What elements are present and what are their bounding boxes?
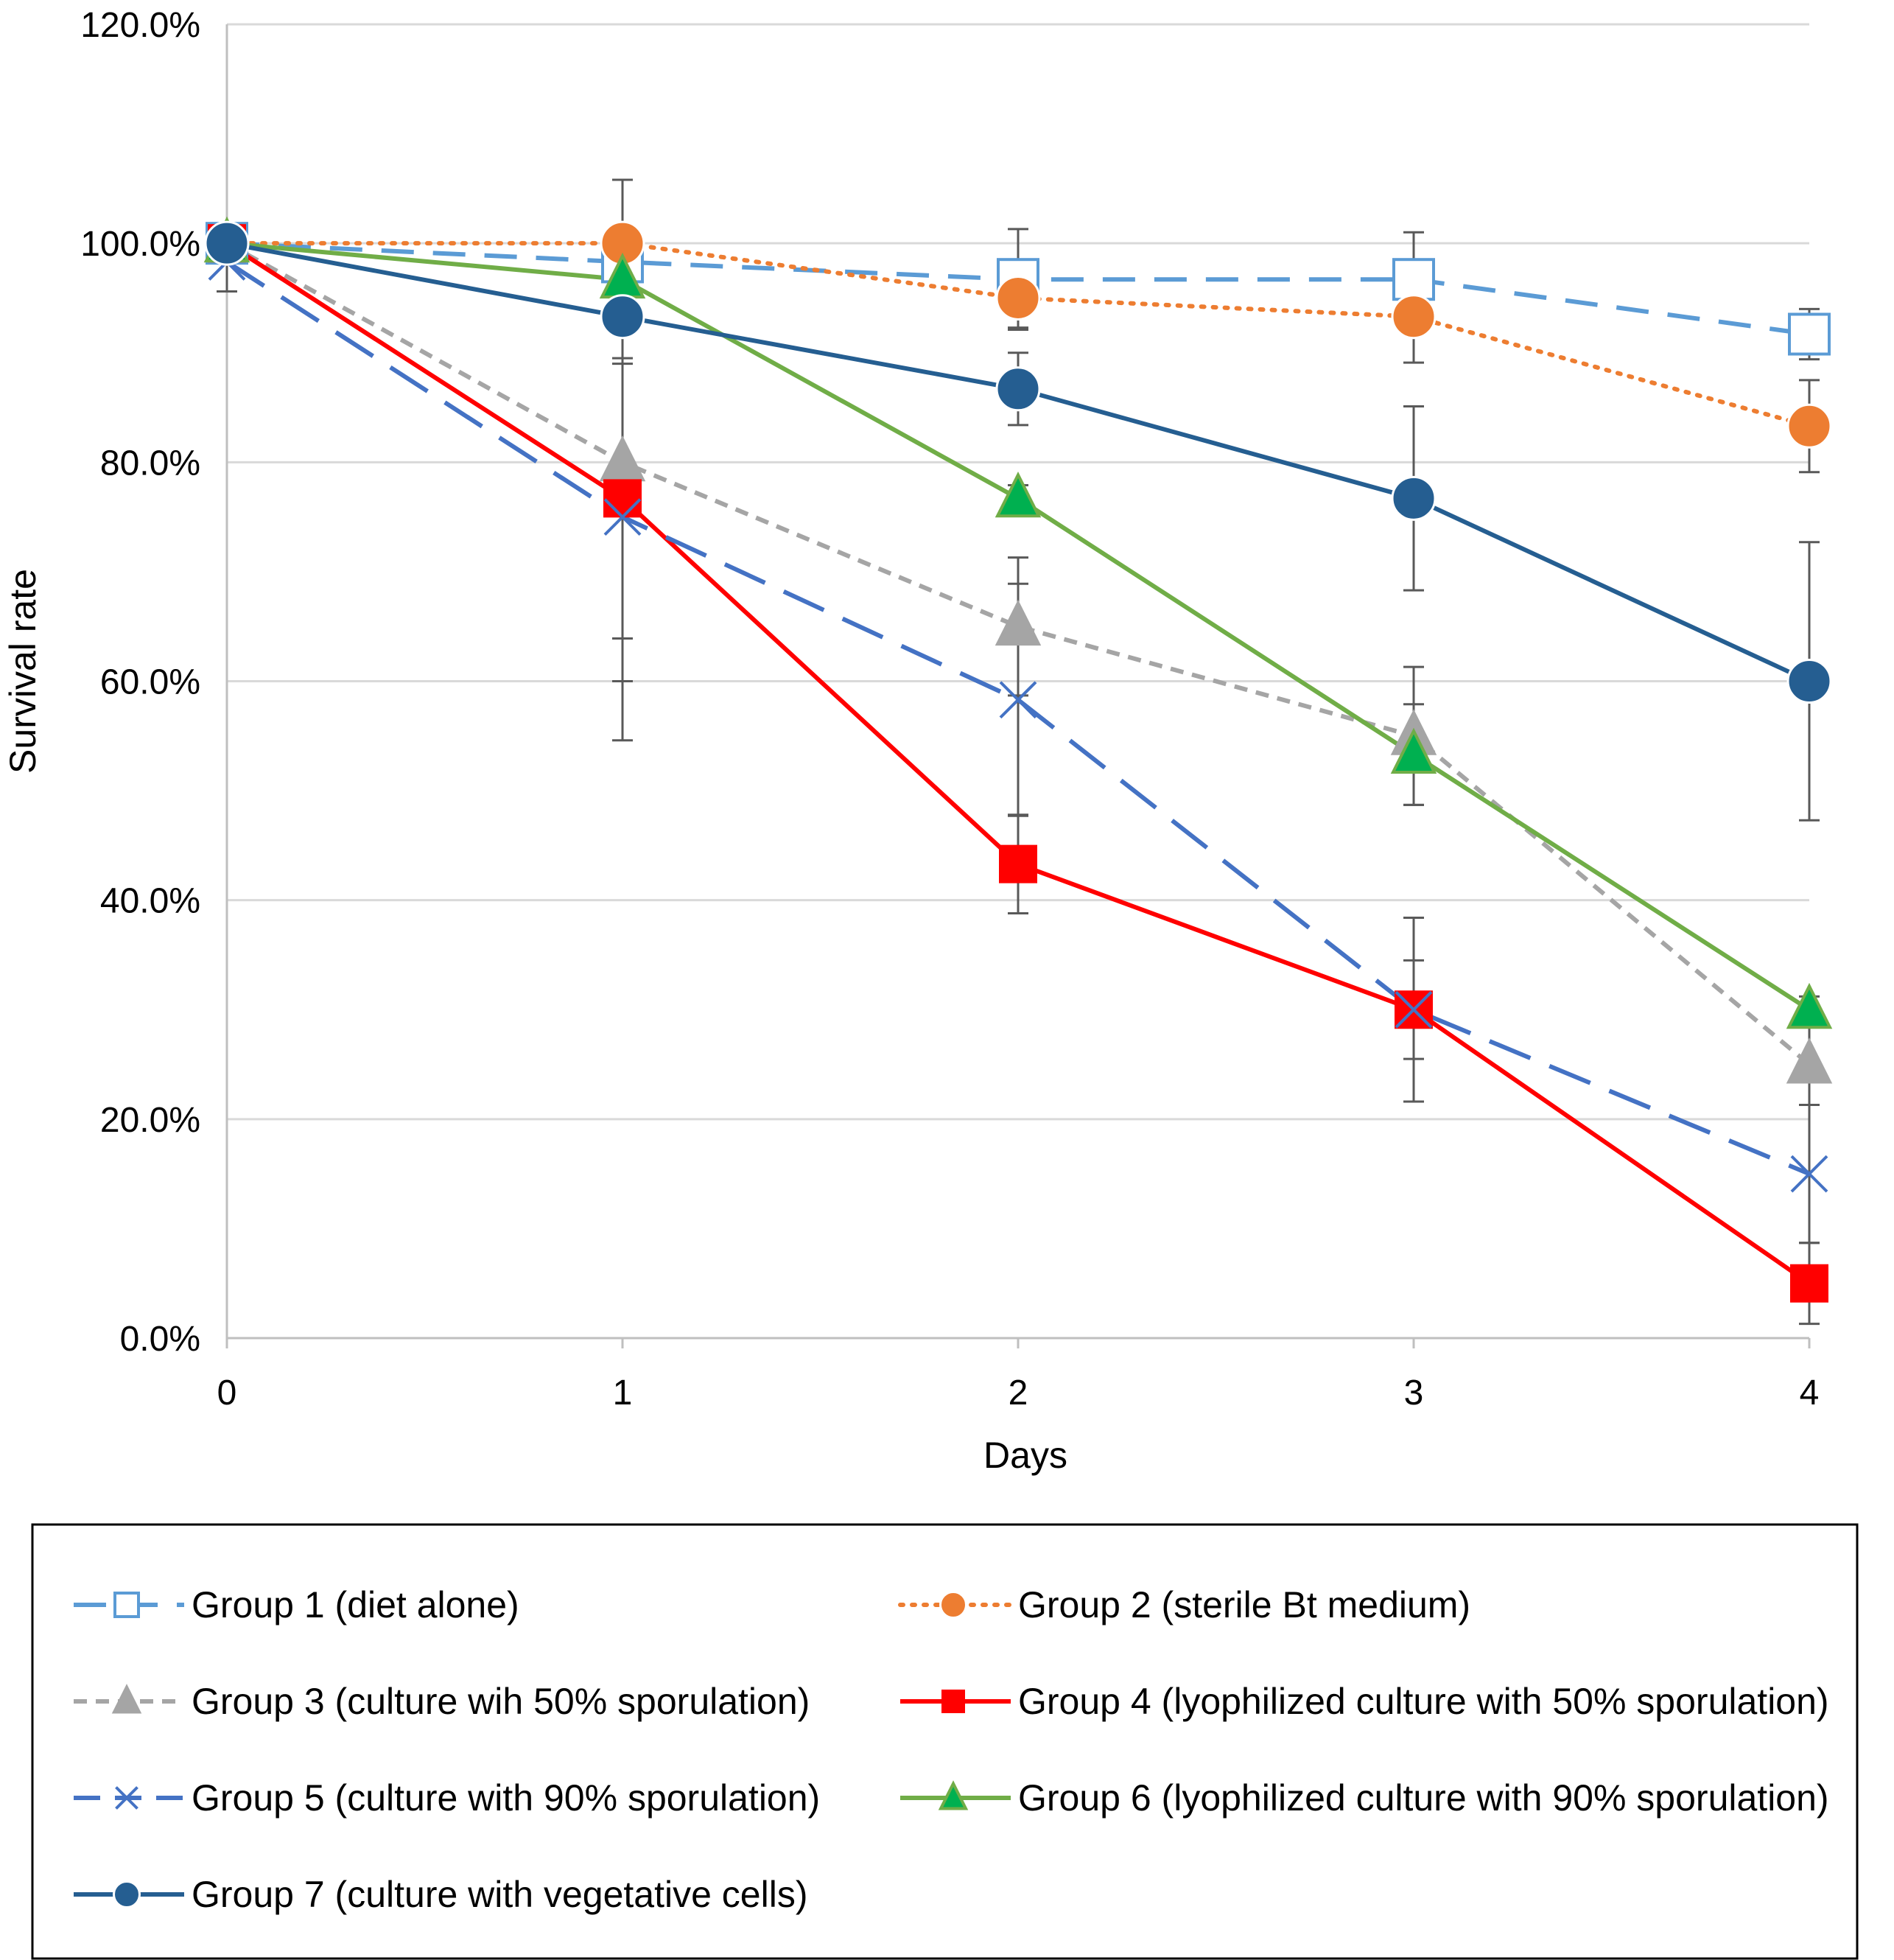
x-axis-title: Days: [983, 1435, 1067, 1476]
data-point: [995, 366, 1041, 412]
y-tick-label: 20.0%: [100, 1101, 200, 1140]
data-point: [995, 471, 1042, 518]
legend-entry: Group 5 (culture with 90% sporulation): [74, 1777, 820, 1819]
data-point: [600, 294, 645, 340]
data-point: [1788, 312, 1831, 356]
data-point: [1392, 258, 1435, 301]
x-tick-label: 4: [1800, 1373, 1820, 1413]
x-tick-label: 0: [217, 1373, 237, 1413]
legend-label: Group 7 (culture with vegetative cells): [192, 1874, 807, 1915]
x-stroke: [1395, 990, 1433, 1029]
legend-label: Group 2 (sterile Bt medium): [1018, 1584, 1470, 1625]
data-point: [1786, 659, 1832, 704]
legend-swatch-marker: [113, 1592, 140, 1618]
x-tick-label: 2: [1009, 1373, 1028, 1413]
legend-swatch-marker: [938, 1780, 969, 1810]
series-line: [225, 241, 1811, 1066]
y-tick-label: 80.0%: [100, 444, 200, 483]
data-point: [204, 220, 250, 266]
legend-swatch-marker: [939, 1591, 967, 1619]
series-markers: [203, 216, 1833, 1303]
x-tick-label: 3: [1404, 1373, 1424, 1413]
y-tick-label: 40.0%: [100, 882, 200, 921]
x-stroke: [1790, 1155, 1828, 1193]
data-point: [603, 498, 642, 536]
data-point: [603, 479, 642, 518]
tick-labels: 0.0% 20.0% 40.0% 60.0% 80.0% 100.0% 120.0% 0 1 2 3…: [80, 6, 1819, 1413]
y-tick-label: 0.0%: [120, 1320, 200, 1359]
legend-label: Group 6 (lyophilized culture with 90% sp…: [1018, 1777, 1829, 1819]
data-point: [1790, 1155, 1828, 1193]
legend-entry: Group 2 (sterile Bt medium): [898, 1584, 1470, 1625]
y-tick-label: 100.0%: [80, 225, 200, 264]
legend-label: Group 3 (culture wih 50% sporulation): [192, 1681, 810, 1722]
legend-items: Group 1 (diet alone) Group 2 (sterile Bt …: [74, 1584, 1829, 1915]
data-point: [1391, 475, 1437, 521]
data-point: [1786, 982, 1833, 1029]
y-axis-title: Survival rate: [2, 569, 43, 774]
legend-swatch-marker: [113, 1880, 141, 1908]
legend-label: Group 1 (diet alone): [192, 1584, 519, 1625]
series-line: [225, 241, 1811, 429]
legend-entry: Group 7 (culture with vegetative cells): [74, 1874, 807, 1915]
legend-entry: Group 6 (lyophilized culture with 90% sp…: [900, 1777, 1829, 1819]
data-point: [1790, 1264, 1828, 1303]
data-point: [1786, 1037, 1833, 1084]
legend-entry: Group 4 (lyophilized culture with 50% sp…: [900, 1681, 1829, 1722]
error-bars: [217, 178, 1820, 1326]
legend: Group 1 (diet alone) Group 2 (sterile Bt …: [31, 1523, 1859, 1960]
legend-entry: Group 1 (diet alone): [74, 1584, 519, 1625]
data-point: [599, 435, 646, 482]
data-point: [999, 681, 1037, 719]
data-point: [1786, 403, 1832, 449]
data-point: [999, 844, 1037, 883]
data-point: [1390, 727, 1437, 774]
data-point: [995, 275, 1041, 321]
legend-swatch-marker: [115, 1786, 138, 1810]
legend-entry: Group 3 (culture wih 50% sporulation): [74, 1681, 810, 1722]
x-tick-label: 1: [613, 1373, 633, 1413]
data-point: [995, 599, 1042, 646]
data-point: [1391, 294, 1437, 340]
legend-label: Group 4 (lyophilized culture with 50% sp…: [1018, 1681, 1829, 1722]
x-stroke: [603, 498, 642, 536]
y-tick-label: 120.0%: [80, 6, 200, 45]
x-stroke: [115, 1786, 138, 1810]
y-tick-label: 60.0%: [100, 663, 200, 702]
legend-swatch-marker: [941, 1690, 965, 1713]
legend-swatch-marker: [111, 1684, 142, 1714]
x-stroke: [999, 681, 1037, 719]
data-point: [1395, 990, 1433, 1029]
legend-label: Group 5 (culture with 90% sporulation): [192, 1777, 820, 1819]
